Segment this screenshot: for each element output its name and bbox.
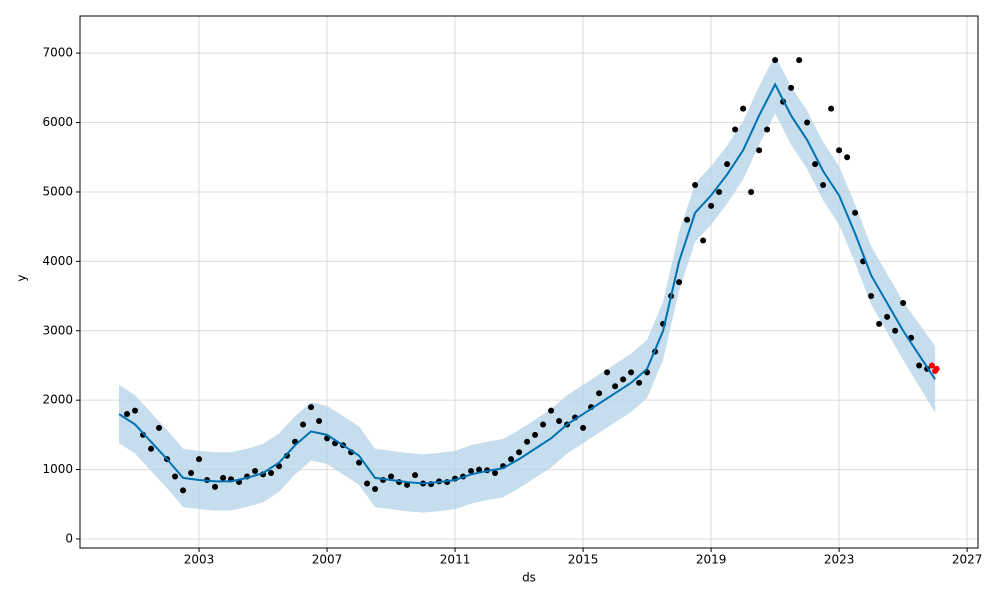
y-tick-label: 0 bbox=[65, 531, 73, 545]
data-point bbox=[933, 365, 940, 372]
x-tick-label: 2015 bbox=[568, 553, 599, 567]
data-point bbox=[836, 147, 843, 154]
data-point bbox=[532, 431, 539, 438]
data-point bbox=[636, 379, 643, 386]
data-point bbox=[764, 126, 771, 133]
data-point bbox=[156, 424, 163, 431]
data-point bbox=[716, 188, 723, 195]
data-point bbox=[524, 438, 531, 445]
data-point bbox=[820, 182, 827, 189]
data-point bbox=[308, 404, 315, 411]
data-point bbox=[748, 188, 755, 195]
data-point bbox=[928, 362, 935, 369]
data-point bbox=[412, 472, 419, 479]
data-point bbox=[612, 383, 619, 390]
data-point bbox=[692, 182, 699, 189]
data-point bbox=[468, 467, 475, 474]
data-point bbox=[476, 466, 483, 473]
x-tick-label: 2023 bbox=[824, 553, 855, 567]
data-point bbox=[508, 456, 515, 463]
data-point bbox=[892, 327, 899, 334]
data-point bbox=[804, 119, 811, 126]
data-point bbox=[884, 313, 891, 320]
data-point bbox=[604, 369, 611, 376]
data-point bbox=[188, 470, 195, 477]
y-tick-label: 1000 bbox=[42, 462, 73, 476]
data-point bbox=[708, 202, 715, 209]
data-point bbox=[900, 299, 907, 306]
data-point bbox=[812, 161, 819, 168]
data-point bbox=[252, 467, 259, 474]
data-point bbox=[316, 417, 323, 424]
plot-frame bbox=[79, 15, 979, 549]
data-point bbox=[756, 147, 763, 154]
y-tick-label: 2000 bbox=[42, 393, 73, 407]
x-tick-label: 2019 bbox=[696, 553, 727, 567]
data-point bbox=[772, 57, 779, 64]
y-tick-label: 6000 bbox=[42, 115, 73, 129]
x-tick-label: 2007 bbox=[312, 553, 343, 567]
data-point bbox=[796, 57, 803, 64]
data-point bbox=[268, 470, 275, 477]
data-point bbox=[596, 390, 603, 397]
data-point bbox=[684, 216, 691, 223]
data-point bbox=[180, 487, 187, 494]
data-point bbox=[172, 473, 179, 480]
data-point bbox=[788, 84, 795, 91]
data-point bbox=[700, 237, 707, 244]
data-point bbox=[876, 320, 883, 327]
data-point bbox=[124, 411, 131, 418]
data-point bbox=[300, 421, 307, 428]
data-point bbox=[844, 154, 851, 161]
data-point bbox=[132, 407, 139, 414]
y-tick-label: 3000 bbox=[42, 323, 73, 337]
y-axis-label: y bbox=[15, 274, 29, 281]
data-point bbox=[732, 126, 739, 133]
data-point bbox=[740, 105, 747, 112]
data-point bbox=[196, 456, 203, 463]
y-tick-label: 5000 bbox=[42, 184, 73, 198]
data-point bbox=[148, 445, 155, 452]
data-point bbox=[212, 483, 219, 490]
data-point bbox=[548, 407, 555, 414]
data-point bbox=[356, 459, 363, 466]
data-point bbox=[388, 473, 395, 480]
x-tick-label: 2027 bbox=[952, 553, 983, 567]
x-axis-label: ds bbox=[522, 571, 536, 585]
data-point bbox=[620, 376, 627, 383]
data-point bbox=[676, 279, 683, 286]
data-point bbox=[628, 369, 635, 376]
data-point bbox=[852, 209, 859, 216]
forecast-line bbox=[118, 82, 936, 485]
data-point bbox=[540, 421, 547, 428]
y-tick-label: 7000 bbox=[42, 46, 73, 60]
data-point bbox=[404, 481, 411, 488]
data-point bbox=[492, 470, 499, 477]
data-point bbox=[868, 293, 875, 300]
data-point bbox=[724, 161, 731, 168]
data-point bbox=[220, 474, 227, 481]
data-point bbox=[372, 486, 379, 493]
data-point bbox=[916, 362, 923, 369]
data-point bbox=[364, 480, 371, 487]
y-tick-label: 4000 bbox=[42, 254, 73, 268]
data-point bbox=[516, 449, 523, 456]
data-point bbox=[828, 105, 835, 112]
x-tick-label: 2003 bbox=[184, 553, 215, 567]
data-point bbox=[580, 424, 587, 431]
x-tick-label: 2011 bbox=[440, 553, 471, 567]
data-point bbox=[556, 417, 563, 424]
